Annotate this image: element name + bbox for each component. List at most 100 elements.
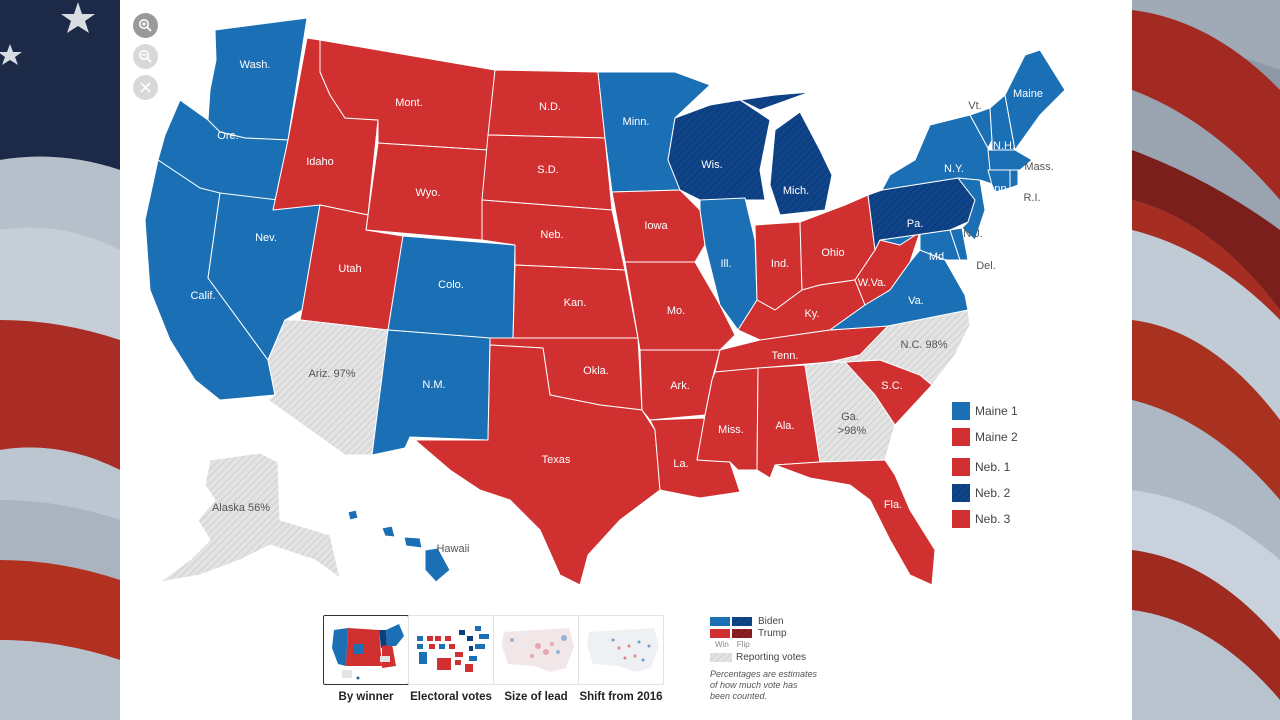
label-ny: N.Y.: [944, 163, 964, 175]
state-california[interactable]: [144, 159, 276, 401]
label-vt: Vt.: [968, 100, 981, 112]
state-new-mexico[interactable]: [371, 329, 491, 456]
label-mo: Mo.: [667, 305, 685, 317]
label-la: La.: [673, 458, 688, 470]
label-fla: Fla.: [884, 499, 902, 511]
label-okla: Okla.: [583, 365, 609, 377]
flag-background-left: [0, 0, 120, 720]
biden-flip-swatch: [732, 617, 752, 626]
trump-swatch: [952, 510, 970, 528]
thumbnail-by-winner: [323, 615, 409, 685]
state-alaska[interactable]: [159, 452, 341, 583]
label-va: Va.: [908, 295, 924, 307]
state-texas[interactable]: [414, 344, 661, 586]
label-nev: Nev.: [255, 232, 277, 244]
label-conn: Conn.: [980, 183, 1009, 195]
label-ohio: Ohio: [821, 247, 844, 259]
biden-win-swatch: [710, 617, 730, 626]
state-new-jersey[interactable]: [957, 177, 986, 241]
thumbnail-shift-from-2016: [578, 615, 664, 685]
label-tenn: Tenn.: [772, 350, 799, 362]
view-electoral-votes[interactable]: Electoral votes: [408, 615, 494, 703]
biden-swatch: [952, 402, 970, 420]
label-md: Md.: [929, 251, 947, 263]
map-view-selector: By winner Electoral votes Size of lead: [323, 615, 664, 703]
legend-maine-1: Maine 1: [952, 402, 1018, 420]
thumbnail-electoral-votes: [408, 615, 494, 685]
state-missouri[interactable]: [624, 261, 736, 351]
state-hawaii[interactable]: [347, 509, 451, 583]
view-size-of-lead[interactable]: Size of lead: [493, 615, 579, 703]
key-biden-row: Biden: [710, 616, 820, 627]
key-trump-row: Trump: [710, 628, 820, 639]
view-shift-from-2016[interactable]: Shift from 2016: [578, 615, 664, 703]
label-neb: Neb.: [540, 229, 563, 241]
label-nh: N.H.: [993, 140, 1015, 152]
label-ill: Ill.: [721, 258, 732, 270]
key-reporting-row: Reporting votes: [710, 652, 820, 663]
label-mont: Mont.: [395, 97, 423, 109]
key-sub-labels: Win Flip: [715, 640, 750, 649]
state-wisconsin[interactable]: [667, 99, 771, 201]
district-legend: Maine 1 Maine 2 Neb. 1 Neb. 2 Neb. 3: [952, 402, 1018, 536]
zoom-out-button[interactable]: [133, 44, 158, 69]
label-iowa: Iowa: [644, 220, 668, 232]
state-connecticut[interactable]: [987, 169, 1011, 193]
state-rhode-island[interactable]: [1009, 169, 1019, 189]
close-icon: [140, 82, 151, 93]
label-ga-pct: >98%: [838, 425, 867, 437]
label-utah: Utah: [338, 263, 361, 275]
state-virginia[interactable]: [829, 249, 969, 331]
label-ky: Ky.: [804, 308, 819, 320]
label-sd: S.D.: [537, 164, 558, 176]
results-map-panel: Wash. Ore. Calif. Nev. Idaho Mont. Wyo. …: [120, 0, 1132, 720]
label-nd: N.D.: [539, 101, 561, 113]
reporting-swatch: [710, 653, 732, 662]
trump-swatch: [952, 428, 970, 446]
legend-maine-2: Maine 2: [952, 428, 1018, 446]
flag-background-right: [1132, 0, 1280, 720]
label-ore: Ore.: [217, 130, 238, 142]
state-florida[interactable]: [774, 459, 936, 586]
label-kan: Kan.: [564, 297, 587, 309]
label-mass: Mass.: [1024, 161, 1053, 173]
label-wyo: Wyo.: [416, 187, 441, 199]
state-massachusetts[interactable]: [987, 149, 1033, 171]
label-hawaii: Hawaii: [436, 543, 469, 555]
legend-neb-1: Neb. 1: [952, 458, 1018, 476]
reset-zoom-button[interactable]: [133, 75, 158, 100]
label-mich: Mich.: [783, 185, 809, 197]
label-ariz: Ariz. 97%: [308, 368, 355, 380]
label-ga: Ga.: [841, 411, 859, 423]
label-colo: Colo.: [438, 279, 464, 291]
biden-flip-swatch: [952, 484, 970, 502]
trump-flip-swatch: [732, 629, 752, 638]
state-michigan[interactable]: [739, 91, 833, 216]
view-by-winner[interactable]: By winner: [323, 615, 409, 703]
zoom-in-button[interactable]: [133, 13, 158, 38]
label-del: Del.: [976, 260, 996, 272]
legend-neb-2: Neb. 2: [952, 484, 1018, 502]
label-nm: N.M.: [422, 379, 445, 391]
label-wva: W.Va.: [858, 277, 887, 289]
state-maine[interactable]: [1004, 49, 1066, 151]
label-calif: Calif.: [190, 290, 215, 302]
label-ri: R.I.: [1023, 192, 1040, 204]
trump-win-swatch: [710, 629, 730, 638]
us-election-map: Wash. Ore. Calif. Nev. Idaho Mont. Wyo. …: [144, 17, 1066, 586]
state-delaware[interactable]: [949, 227, 969, 261]
thumbnail-size-of-lead: [493, 615, 579, 685]
label-nj: N.J.: [963, 228, 983, 240]
label-sc: S.C.: [881, 380, 902, 392]
label-alaska: Alaska 56%: [212, 502, 270, 514]
state-arizona[interactable]: [267, 319, 389, 456]
label-nc: N.C. 98%: [900, 339, 947, 351]
color-key: Biden Trump Win Flip Reporting votes Per…: [710, 616, 820, 702]
label-maine: Maine: [1013, 88, 1043, 100]
label-miss: Miss.: [718, 424, 744, 436]
label-wis: Wis.: [701, 159, 722, 171]
label-ark: Ark.: [670, 380, 690, 392]
label-pa: Pa.: [907, 218, 924, 230]
zoom-in-icon: [139, 19, 152, 32]
label-texas: Texas: [542, 454, 571, 466]
